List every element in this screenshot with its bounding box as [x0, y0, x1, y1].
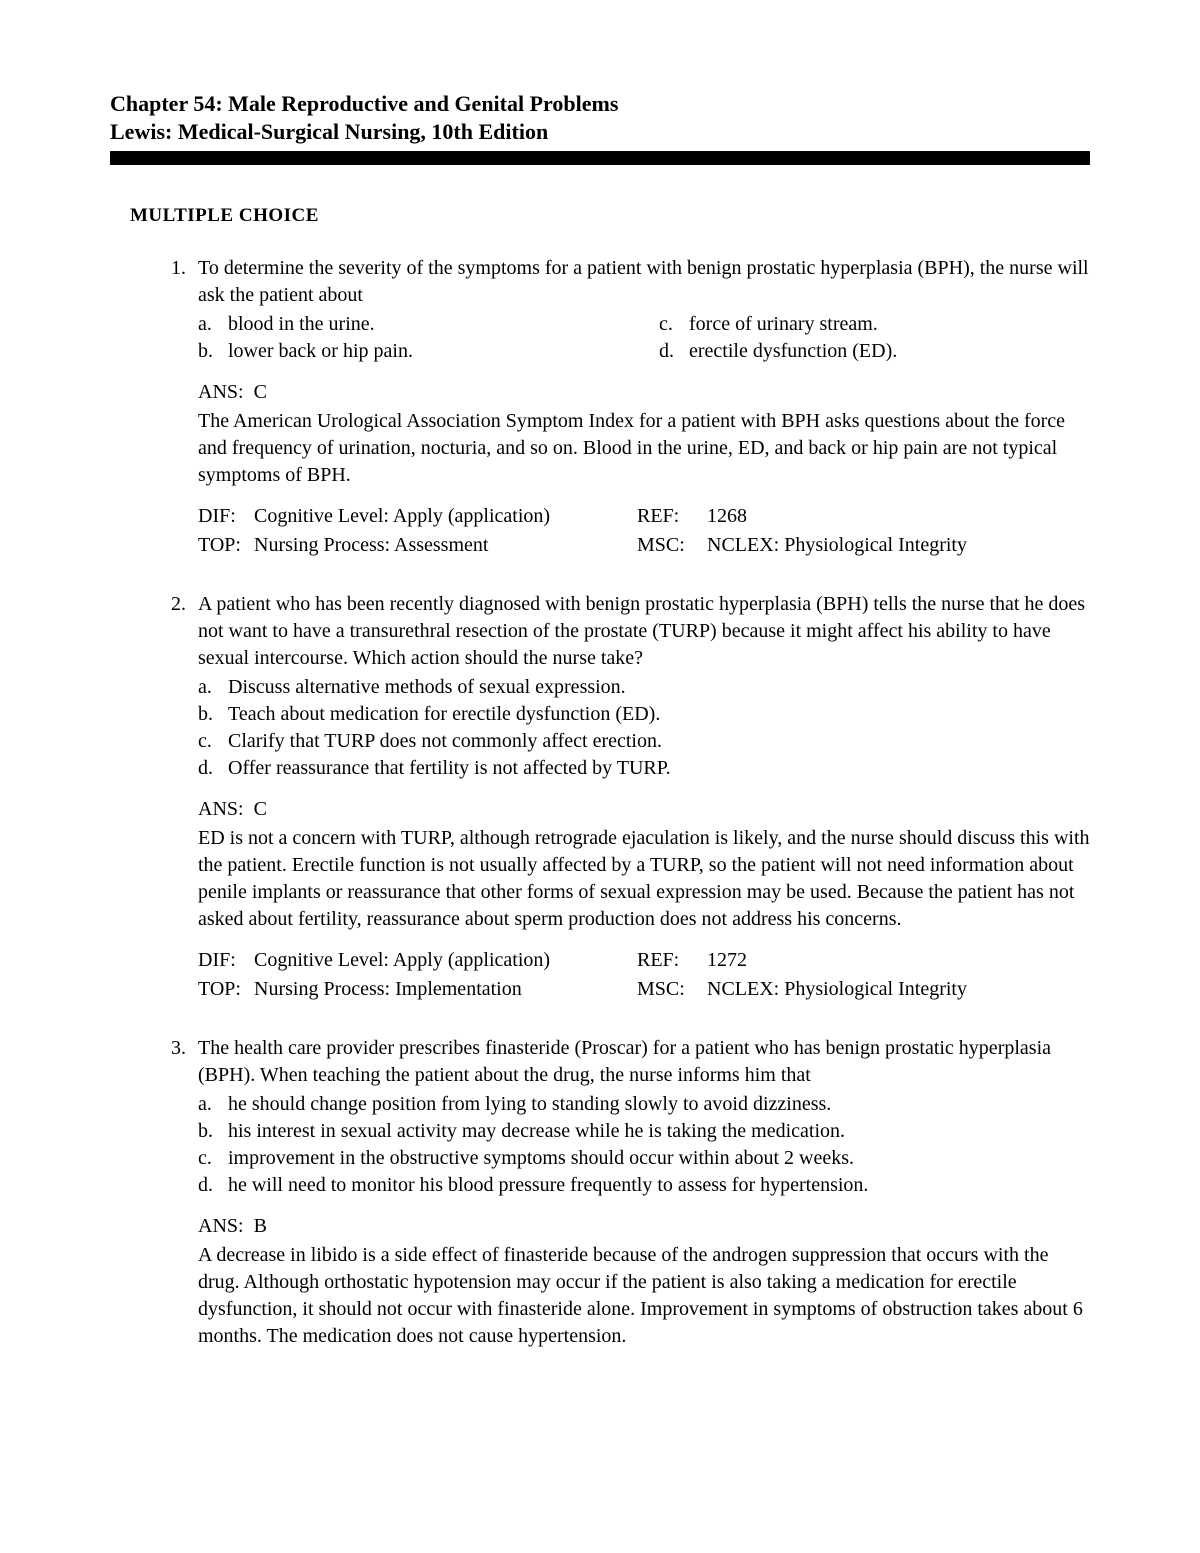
question-block: 3. The health care provider prescribes f… — [162, 1035, 1090, 1350]
question-block: 1. To determine the severity of the symp… — [162, 255, 1090, 559]
dif-value: Cognitive Level: Apply (application) — [254, 503, 637, 530]
metadata-grid: DIF: Cognitive Level: Apply (application… — [198, 503, 1090, 559]
ref-value: 1268 — [707, 503, 1090, 530]
dif-label: DIF: — [198, 503, 254, 530]
option-a: a. Discuss alternative methods of sexual… — [198, 674, 1090, 701]
msc-label: MSC: — [637, 976, 707, 1003]
option-letter: b. — [198, 1118, 228, 1145]
option-letter: a. — [198, 674, 228, 701]
question-stem: The health care provider prescribes fina… — [198, 1035, 1090, 1199]
dif-value: Cognitive Level: Apply (application) — [254, 947, 637, 974]
header-divider-bar — [110, 151, 1090, 165]
option-text: blood in the urine. — [228, 311, 375, 338]
answer-value: C — [254, 798, 267, 820]
ref-value: 1272 — [707, 947, 1090, 974]
msc-value: NCLEX: Physiological Integrity — [707, 976, 1090, 1003]
option-text: Discuss alternative methods of sexual ex… — [228, 674, 626, 701]
option-letter: c. — [198, 728, 228, 755]
option-b: b. his interest in sexual activity may d… — [198, 1118, 1090, 1145]
option-d: d. Offer reassurance that fertility is n… — [198, 755, 1090, 782]
rationale-text: A decrease in libido is a side effect of… — [198, 1242, 1090, 1350]
option-text: he should change position from lying to … — [228, 1091, 831, 1118]
option-a: a. he should change position from lying … — [198, 1091, 1090, 1118]
option-letter: d. — [198, 1172, 228, 1199]
metadata-grid: DIF: Cognitive Level: Apply (application… — [198, 947, 1090, 1003]
question-stem-text: To determine the severity of the symptom… — [198, 257, 1089, 306]
option-letter: d. — [659, 338, 689, 365]
options-container: a. Discuss alternative methods of sexual… — [198, 674, 1090, 782]
top-label: TOP: — [198, 976, 254, 1003]
book-title: Lewis: Medical-Surgical Nursing, 10th Ed… — [110, 118, 1090, 146]
option-text: he will need to monitor his blood pressu… — [228, 1172, 868, 1199]
option-text: improvement in the obstructive symptoms … — [228, 1145, 854, 1172]
option-letter: a. — [198, 1091, 228, 1118]
option-text: his interest in sexual activity may decr… — [228, 1118, 845, 1145]
chapter-title: Chapter 54: Male Reproductive and Genita… — [110, 90, 1090, 118]
option-b: b. Teach about medication for erectile d… — [198, 701, 1090, 728]
top-label: TOP: — [198, 532, 254, 559]
option-text: Offer reassurance that fertility is not … — [228, 755, 671, 782]
question-number: 2. — [162, 591, 198, 782]
option-b: b. lower back or hip pain. — [198, 338, 629, 365]
option-letter: a. — [198, 311, 228, 338]
ref-label: REF: — [637, 503, 707, 530]
option-letter: b. — [198, 701, 228, 728]
option-text: erectile dysfunction (ED). — [689, 338, 897, 365]
ref-label: REF: — [637, 947, 707, 974]
option-c: c. Clarify that TURP does not commonly a… — [198, 728, 1090, 755]
document-page: Chapter 54: Male Reproductive and Genita… — [0, 0, 1200, 1442]
answer-label: ANS: — [198, 798, 244, 820]
option-letter: c. — [198, 1145, 228, 1172]
top-value: Nursing Process: Implementation — [254, 976, 637, 1003]
answer-label: ANS: — [198, 1215, 244, 1237]
answer-block: ANS: B A decrease in libido is a side ef… — [198, 1213, 1090, 1350]
rationale-text: ED is not a concern with TURP, although … — [198, 825, 1090, 933]
msc-label: MSC: — [637, 532, 707, 559]
answer-line: ANS: C — [198, 379, 1090, 406]
option-c: c. force of urinary stream. — [659, 311, 1090, 338]
option-d: d. he will need to monitor his blood pre… — [198, 1172, 1090, 1199]
answer-line: ANS: C — [198, 796, 1090, 823]
section-heading: MULTIPLE CHOICE — [130, 205, 1090, 227]
option-letter: c. — [659, 311, 689, 338]
dif-label: DIF: — [198, 947, 254, 974]
option-d: d. erectile dysfunction (ED). — [659, 338, 1090, 365]
question-block: 2. A patient who has been recently diagn… — [162, 591, 1090, 1003]
top-value: Nursing Process: Assessment — [254, 532, 637, 559]
question-number: 3. — [162, 1035, 198, 1199]
answer-value: C — [254, 381, 267, 403]
option-letter: d. — [198, 755, 228, 782]
options-container: a. he should change position from lying … — [198, 1091, 1090, 1199]
question-stem: To determine the severity of the symptom… — [198, 255, 1090, 365]
option-letter: b. — [198, 338, 228, 365]
option-a: a. blood in the urine. — [198, 311, 629, 338]
answer-block: ANS: C ED is not a concern with TURP, al… — [198, 796, 1090, 1003]
question-stem-text: The health care provider prescribes fina… — [198, 1037, 1051, 1086]
rationale-text: The American Urological Association Symp… — [198, 408, 1090, 489]
answer-label: ANS: — [198, 381, 244, 403]
answer-block: ANS: C The American Urological Associati… — [198, 379, 1090, 559]
answer-value: B — [254, 1215, 267, 1237]
option-text: lower back or hip pain. — [228, 338, 413, 365]
question-number: 1. — [162, 255, 198, 365]
option-text: Clarify that TURP does not commonly affe… — [228, 728, 662, 755]
option-c: c. improvement in the obstructive sympto… — [198, 1145, 1090, 1172]
document-header: Chapter 54: Male Reproductive and Genita… — [110, 90, 1090, 145]
option-text: Teach about medication for erectile dysf… — [228, 701, 660, 728]
options-container: a. blood in the urine. b. lower back or … — [198, 311, 1090, 365]
question-stem: A patient who has been recently diagnose… — [198, 591, 1090, 782]
msc-value: NCLEX: Physiological Integrity — [707, 532, 1090, 559]
answer-line: ANS: B — [198, 1213, 1090, 1240]
question-stem-text: A patient who has been recently diagnose… — [198, 593, 1085, 669]
option-text: force of urinary stream. — [689, 311, 878, 338]
